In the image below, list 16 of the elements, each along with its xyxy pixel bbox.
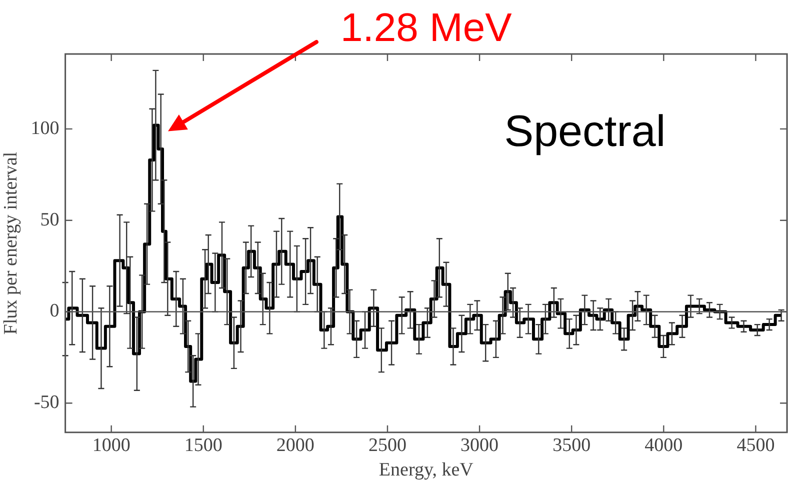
y-tick-label: 0: [50, 300, 60, 322]
x-tick-label: 2000: [276, 434, 314, 456]
x-tick-label: 3000: [460, 434, 499, 456]
x-tick-label: 4000: [644, 434, 683, 456]
y-axis-title: Flux per energy interval: [0, 152, 22, 335]
text: 1.28 MeV: [340, 6, 512, 50]
x-tick-label: 3500: [552, 434, 591, 456]
y-tick-label: -50: [34, 392, 60, 414]
x-tick-label: 4500: [736, 434, 775, 456]
x-tick-label: 2500: [368, 434, 406, 456]
x-tick-label: 1500: [184, 434, 222, 456]
x-axis-title: Energy, keV: [378, 460, 474, 481]
y-tick-label: 50: [40, 209, 60, 230]
y-tick-label: 100: [30, 118, 60, 139]
x-tick-label: 1000: [92, 434, 130, 456]
annotation: Spectral: [504, 107, 666, 156]
